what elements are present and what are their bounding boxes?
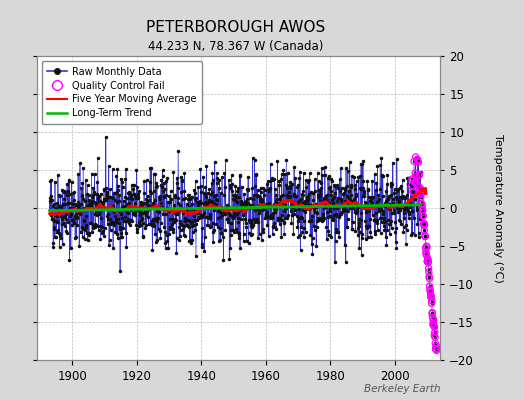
Point [420, 222, 429, 228]
Point [419, 212, 427, 219]
Point [429, 314, 437, 320]
Text: Berkeley Earth: Berkeley Earth [364, 384, 440, 394]
Point [430, 317, 438, 323]
Point [432, 343, 440, 350]
Point [431, 340, 440, 346]
Point [409, 189, 418, 195]
Point [418, 200, 426, 207]
Point [431, 334, 439, 340]
Point [429, 320, 438, 327]
Point [421, 245, 430, 251]
Point [423, 258, 432, 264]
Point [422, 253, 431, 259]
Point [422, 243, 431, 249]
Point [420, 220, 428, 226]
Point [419, 206, 427, 213]
Point [417, 191, 425, 197]
Point [423, 244, 431, 250]
Point [424, 269, 433, 275]
Point [418, 201, 426, 208]
Point [421, 233, 430, 240]
Point [427, 292, 435, 298]
Point [432, 346, 440, 352]
Point [428, 300, 436, 306]
Point [421, 233, 429, 239]
Y-axis label: Temperature Anomaly (°C): Temperature Anomaly (°C) [494, 134, 504, 282]
Point [422, 249, 430, 255]
Point [427, 290, 435, 296]
Point [417, 194, 425, 200]
Point [415, 172, 423, 178]
Point [422, 251, 430, 257]
Point [420, 227, 429, 234]
Point [414, 182, 422, 189]
Point [417, 190, 425, 197]
Point [430, 323, 438, 329]
Point [411, 178, 420, 185]
Point [410, 179, 419, 186]
Text: PETERBOROUGH AWOS: PETERBOROUGH AWOS [146, 20, 325, 35]
Point [408, 176, 416, 182]
Point [425, 273, 433, 280]
Point [431, 346, 440, 352]
Point [428, 298, 436, 304]
Point [423, 258, 431, 265]
Point [427, 294, 435, 300]
Point [432, 343, 441, 350]
Text: 44.233 N, 78.367 W (Canada): 44.233 N, 78.367 W (Canada) [148, 40, 323, 53]
Point [413, 156, 422, 163]
Point [431, 329, 439, 335]
Point [409, 189, 417, 195]
Point [414, 159, 422, 166]
Point [430, 332, 439, 338]
Point [418, 203, 427, 210]
Point [419, 221, 428, 227]
Point [425, 275, 433, 282]
Point [427, 294, 435, 300]
Point [428, 310, 436, 317]
Point [409, 177, 417, 183]
Point [425, 287, 434, 293]
Point [410, 158, 418, 164]
Point [432, 347, 441, 354]
Point [421, 233, 429, 240]
Point [416, 186, 424, 193]
Point [408, 182, 416, 189]
Legend: Raw Monthly Data, Quality Control Fail, Five Year Moving Average, Long-Term Tren: Raw Monthly Data, Quality Control Fail, … [41, 61, 202, 124]
Point [424, 265, 433, 272]
Point [429, 321, 437, 328]
Point [426, 286, 434, 293]
Point [411, 170, 419, 176]
Point [418, 209, 427, 216]
Point [413, 158, 422, 164]
Point [424, 257, 432, 263]
Point [412, 173, 420, 180]
Point [424, 259, 432, 266]
Point [428, 310, 436, 316]
Point [415, 171, 423, 178]
Point [419, 213, 428, 219]
Point [416, 184, 424, 191]
Point [430, 324, 439, 330]
Point [412, 180, 420, 186]
Point [420, 222, 428, 228]
Point [425, 283, 434, 290]
Point [429, 317, 438, 324]
Point [423, 256, 432, 262]
Point [411, 154, 420, 160]
